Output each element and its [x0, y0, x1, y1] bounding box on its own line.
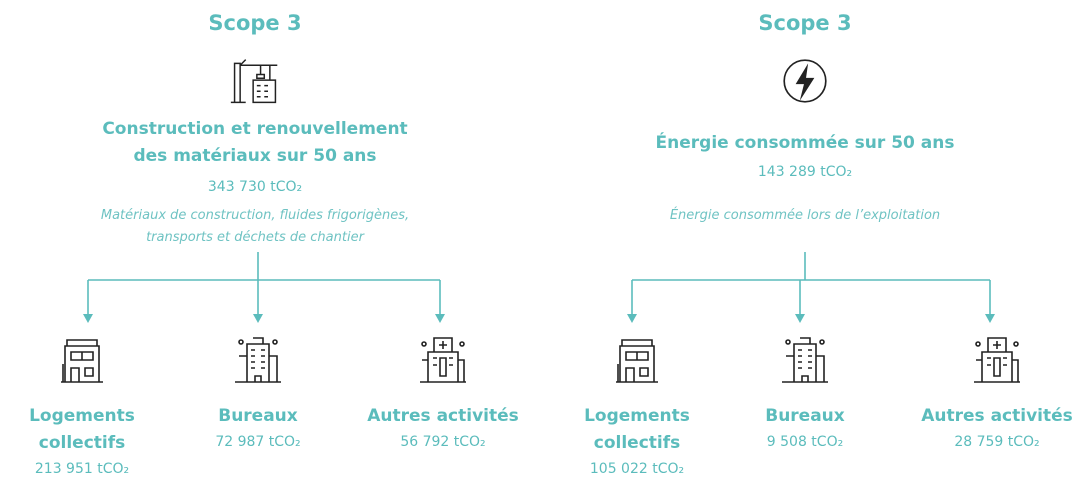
scope-title: Scope 3 — [208, 11, 301, 35]
panels: Scope 3 Construction et renouvellement des… — [29, 11, 1073, 477]
total: 343 730 tCO₂ — [208, 179, 302, 195]
heading: Énergie consommée sur 50 ans — [656, 131, 955, 153]
child-label: Logements — [584, 406, 690, 426]
child-label: collectifs — [594, 433, 681, 453]
icon — [60, 339, 104, 383]
icon — [615, 339, 659, 383]
icon — [234, 337, 282, 383]
child-value: 213 951 tCO₂ — [35, 461, 129, 477]
description: Matériaux de construction, fluides frigo… — [101, 208, 409, 223]
child-label: collectifs — [39, 433, 126, 453]
icon — [783, 59, 827, 103]
child-label: Logements — [29, 406, 135, 426]
child-value: 56 792 tCO₂ — [400, 434, 485, 450]
description: transports et déchets de chantier — [146, 230, 366, 245]
child-label: Autres activités — [367, 406, 519, 426]
icon — [230, 58, 279, 104]
arrow-head — [253, 314, 263, 323]
heading: Construction et renouvellement — [102, 119, 407, 139]
child-value: 28 759 tCO₂ — [954, 434, 1039, 450]
child-label: Bureaux — [765, 406, 845, 426]
child-label: Bureaux — [218, 406, 298, 426]
child-label: Autres activités — [921, 406, 1073, 426]
icon — [419, 337, 467, 383]
arrow-head — [795, 314, 805, 323]
child-value: 9 508 tCO₂ — [767, 434, 843, 450]
scope-title: Scope 3 — [758, 11, 851, 35]
child-value: 105 022 tCO₂ — [590, 461, 684, 477]
connector — [88, 252, 440, 281]
description: Énergie consommée lors de l’exploitation — [670, 207, 940, 223]
icon — [781, 337, 829, 383]
child-value: 72 987 tCO₂ — [215, 434, 300, 450]
arrow-head — [435, 314, 445, 323]
arrow-head — [627, 314, 637, 323]
arrow-head — [83, 314, 93, 323]
icon — [973, 337, 1021, 383]
arrow-head — [985, 314, 995, 323]
connector — [632, 252, 990, 281]
heading: des matériaux sur 50 ans — [133, 146, 376, 166]
total: 143 289 tCO₂ — [758, 164, 852, 180]
